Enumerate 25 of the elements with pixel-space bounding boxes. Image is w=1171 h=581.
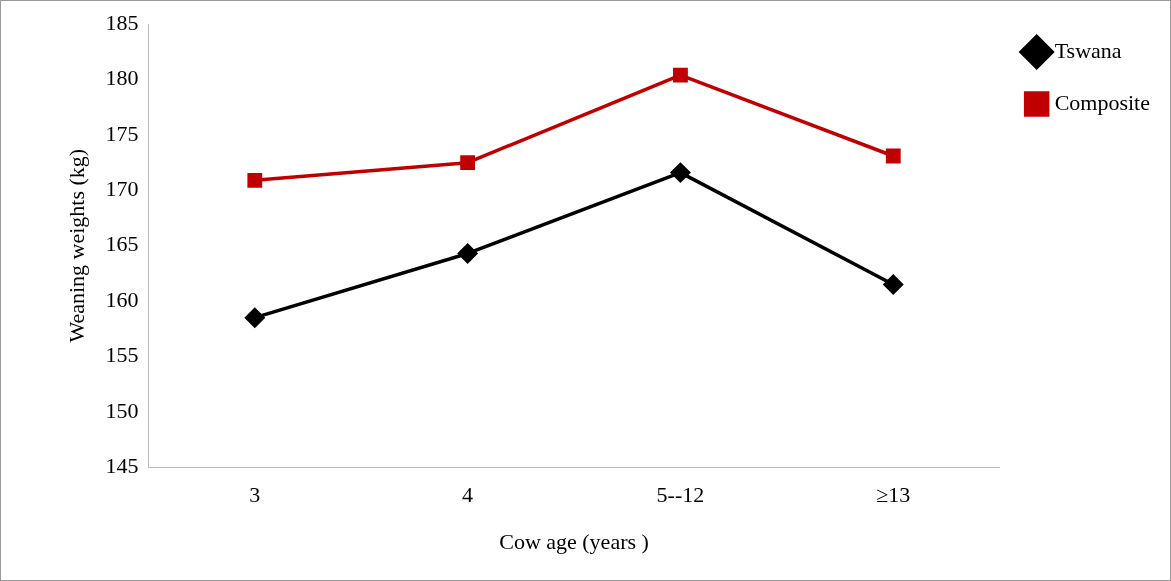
y-tick-label: 150 bbox=[105, 397, 139, 423]
x-tick-label: 4 bbox=[462, 482, 474, 508]
point bbox=[885, 148, 901, 164]
y-tick-label: 165 bbox=[105, 231, 139, 257]
legend-label: Tswana bbox=[1054, 37, 1122, 63]
point bbox=[457, 243, 478, 264]
point bbox=[245, 307, 265, 328]
y-tick-label: 180 bbox=[105, 65, 139, 91]
y-tick-label: 160 bbox=[105, 286, 139, 312]
y-tick-label: 175 bbox=[105, 120, 139, 146]
point bbox=[460, 155, 476, 171]
y-axis-title: Weaning weights (kg) bbox=[63, 148, 89, 343]
x-tick-label: 5--12 bbox=[656, 482, 705, 508]
y-tick-label: 185 bbox=[105, 9, 139, 35]
y-tick-label: 170 bbox=[105, 176, 139, 202]
point bbox=[673, 67, 688, 83]
legend-label: Composite bbox=[1054, 89, 1151, 115]
x-tick-label: ≥13 bbox=[876, 482, 911, 508]
x-tick-label: 3 bbox=[249, 482, 261, 508]
x-axis-title: Cow age (years ) bbox=[499, 528, 649, 554]
point bbox=[247, 172, 263, 188]
point bbox=[883, 274, 904, 295]
point bbox=[670, 162, 691, 183]
y-tick-label: 155 bbox=[105, 342, 139, 368]
y-tick-label: 145 bbox=[105, 452, 139, 478]
